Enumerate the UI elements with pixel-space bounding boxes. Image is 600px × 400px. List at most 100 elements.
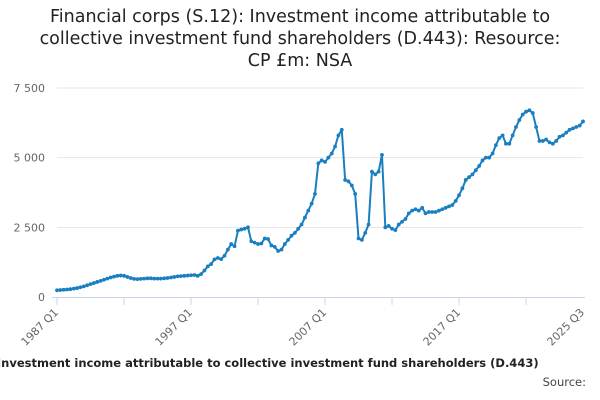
data-point [95,280,100,284]
data-point [423,211,428,216]
data-point [359,237,364,242]
x-tick-label: 1987 Q1 [19,306,62,349]
data-point [138,276,143,281]
data-point [564,130,569,135]
data-point [115,273,120,278]
data-point [467,175,471,180]
data-point [426,210,431,214]
data-point [272,244,277,249]
data-point [346,179,351,184]
data-point [88,282,93,287]
x-axis-ticks: 1987 Q1 1997 Q1 2007 Q1 2017 Q1 2025 Q3 [19,297,587,349]
data-point [530,111,535,115]
data-point [215,256,220,260]
data-point [58,288,63,292]
data-point [457,193,461,198]
data-point [182,273,187,278]
data-point [430,210,435,214]
data-point [504,141,508,146]
data-point [192,273,197,277]
data-point [202,268,207,273]
data-point [403,217,408,221]
data-point [65,287,69,292]
data-point [185,273,190,278]
chart-title-line-1: Financial corps (S.12): Investment incom… [49,7,551,27]
data-point [470,172,475,177]
y-axis-ticks: 0 2 500 5 000 7 500 [14,82,46,304]
data-point [269,243,274,248]
data-point [91,281,96,285]
data-point [246,225,250,230]
data-point [81,284,86,289]
data-point [262,236,267,241]
data-point [148,276,153,281]
data-point [276,249,281,253]
data-point [514,125,518,129]
data-point [390,226,394,231]
data-point [356,236,361,241]
data-point [527,108,532,113]
data-point [158,276,163,281]
source-label: Source: [542,375,586,389]
data-point [473,168,478,173]
data-point [292,231,297,235]
data-point [71,286,76,291]
data-point [483,155,488,160]
chart-title: Financial corps (S.12): Investment incom… [10,6,590,72]
data-point [477,164,482,168]
data-point [102,277,106,282]
data-point [373,172,378,177]
data-point [339,127,344,132]
data-point [242,226,247,231]
data-point [524,109,528,114]
data-point [329,151,334,156]
data-point [450,203,455,207]
data-point [420,205,425,210]
y-tick-label: 5 000 [14,152,46,165]
series-caption-text: 2): Investment income attributable to co… [0,356,539,370]
data-point [433,210,438,214]
data-point [212,257,217,262]
data-point [165,276,170,280]
data-point [162,276,167,281]
x-tick-label: 2017 Q1 [421,306,464,349]
data-point [540,139,545,143]
data-point [336,133,341,138]
data-point [68,287,73,292]
data-point [571,126,575,131]
data-point [219,257,224,261]
data-point [313,191,317,196]
data-point [319,158,324,163]
data-point [55,288,59,293]
data-point [232,244,237,249]
data-point [534,125,538,129]
data-point [145,276,150,281]
data-point [142,276,147,281]
series-line [56,109,584,292]
data-point [299,222,304,227]
data-point [550,141,555,146]
data-point [380,152,384,157]
data-point [195,273,200,278]
data-point [567,127,572,132]
data-point [286,237,291,242]
data-point [460,186,465,191]
data-point [507,141,512,146]
data-point [323,159,327,164]
data-point [132,276,136,281]
data-point [125,275,130,279]
data-point [175,274,180,279]
data-point [353,191,358,196]
data-point [128,276,133,280]
data-point [487,155,492,160]
data-point [282,242,287,246]
data-point [574,125,579,129]
data-point [480,158,485,163]
data-point [537,139,542,143]
data-point [112,274,116,279]
data-point [236,228,240,233]
data-point [179,274,183,278]
data-point [547,140,552,145]
data-point [239,227,244,232]
